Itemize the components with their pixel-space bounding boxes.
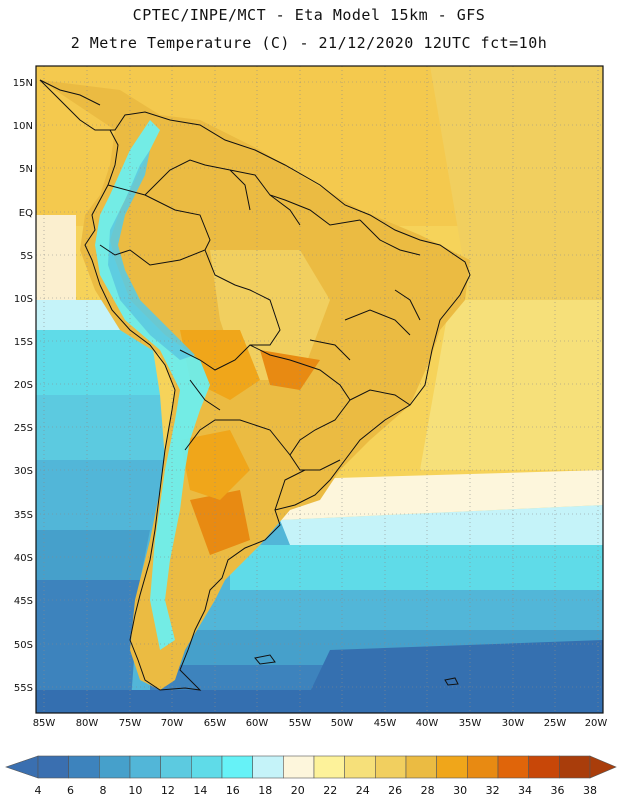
plot-frame [35,65,604,714]
colorbar-swatch [405,755,437,779]
lon-label-20w: 20W [585,718,608,729]
colorbar-swatch [221,755,253,779]
lat-label-15n: 15N [13,78,33,89]
colorbar-swatch [467,755,499,779]
lat-label-40s: 40S [14,553,33,564]
colorbar-swatch [528,755,560,779]
colorbar-tick-label: 22 [323,784,337,797]
lat-label-20s: 20S [14,380,33,391]
latitude-labels: 15N 10N 5N EQ 5S 10S 15S 20S 25S 30S 35S… [13,78,33,694]
colorbar: 4 6 8 10 12 14 16 18 20 22 24 26 28 30 32 34 36 38 [5,755,617,797]
temperature-field [36,66,603,713]
map-subtitle: 2 Metre Temperature (C) - 21/12/2020 12U… [70,34,548,52]
lat-label-45s: 45S [14,596,33,607]
colorbar-tick-label: 32 [486,784,500,797]
lon-label-80w: 80W [76,718,99,729]
lon-label-60w: 60W [246,718,269,729]
colorbar-swatch [99,755,131,779]
lon-label-30w: 30W [502,718,525,729]
colorbar-swatch [37,755,69,779]
colorbar-tick-label: 20 [291,784,305,797]
colorbar-tick-label: 30 [453,784,467,797]
lon-label-45w: 45W [374,718,397,729]
lon-label-40w: 40W [416,718,439,729]
colorbar-tick-label: 14 [193,784,207,797]
colorbar-arrow-low [5,755,39,779]
lon-label-55w: 55W [289,718,312,729]
lon-label-70w: 70W [161,718,184,729]
lat-label-15s: 15S [14,337,33,348]
colorbar-tick-label: 24 [356,784,370,797]
colorbar-swatch [68,755,100,779]
lon-label-50w: 50W [331,718,354,729]
colorbar-tick-label: 4 [35,784,42,797]
lat-label-5s: 5S [20,251,33,262]
lon-label-35w: 35W [459,718,482,729]
colorbar-tick-label: 28 [421,784,435,797]
colorbar-swatch [129,755,161,779]
colorbar-tick-label: 36 [551,784,565,797]
colorbar-swatch [436,755,468,779]
colorbar-swatch [344,755,376,779]
colorbar-tick-label: 38 [583,784,597,797]
longitude-labels: 85W 80W 75W 70W 65W 60W 55W 50W 45W 40W … [33,718,608,729]
lat-label-35s: 35S [14,510,33,521]
colorbar-swatch [160,755,192,779]
lon-label-25w: 25W [544,718,567,729]
colorbar-swatch [559,755,591,779]
lat-label-5n: 5N [19,164,33,175]
coastlines [39,79,471,691]
colorbar-swatch [191,755,223,779]
map-title: CPTEC/INPE/MCT - Eta Model 15km - GFS [132,6,486,24]
colorbar-arrow-high [589,755,617,779]
colorbar-swatch [375,755,407,779]
colorbar-tick-label: 34 [518,784,532,797]
colorbar-tick-label: 16 [226,784,240,797]
graticule [36,66,603,713]
colorbar-swatch [313,755,345,779]
colorbar-swatch [283,755,315,779]
colorbar-tick-label: 12 [161,784,175,797]
colorbar-swatch [252,755,284,779]
lat-label-eq: EQ [19,208,33,219]
colorbar-tick-label: 26 [388,784,402,797]
colorbar-tick-label: 18 [258,784,272,797]
colorbar-swatch [497,755,529,779]
lon-label-85w: 85W [33,718,56,729]
lat-label-55s: 55S [14,683,33,694]
lat-label-25s: 25S [14,423,33,434]
lon-label-75w: 75W [119,718,142,729]
colorbar-tick-label: 8 [99,784,106,797]
lat-label-30s: 30S [14,466,33,477]
lon-label-65w: 65W [204,718,227,729]
colorbar-tick-label: 10 [128,784,142,797]
lat-label-10n: 10N [13,121,33,132]
colorbar-tick-label: 6 [67,784,74,797]
lat-label-50s: 50S [14,640,33,651]
lat-label-10s: 10S [14,294,33,305]
